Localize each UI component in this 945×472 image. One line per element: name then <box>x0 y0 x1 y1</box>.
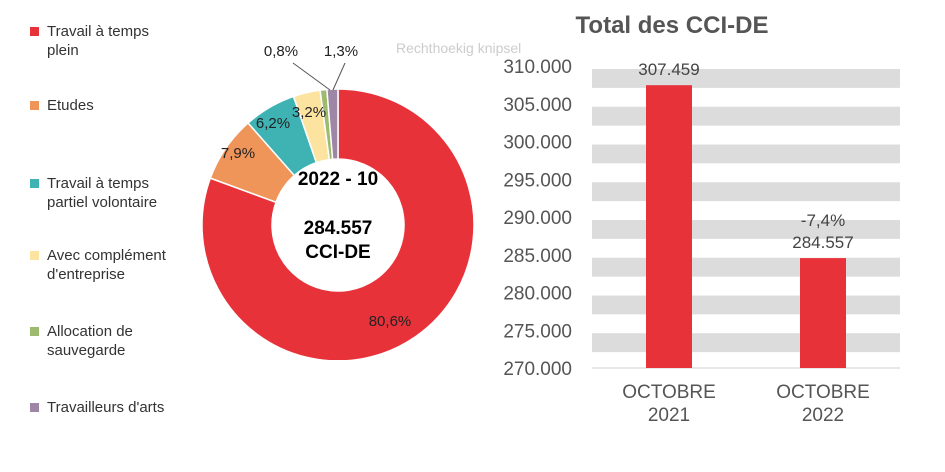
legend-label: Travailleurs d'arts <box>47 399 165 416</box>
grid-band <box>592 144 900 164</box>
donut-center-year: 2022 - 10 <box>298 169 378 190</box>
y-tick-label: 275.000 <box>503 321 572 342</box>
grid-band <box>592 257 900 277</box>
donut-center-total: 284.557 <box>304 218 373 239</box>
legend-swatch <box>30 101 39 110</box>
y-tick-label: 290.000 <box>503 208 572 229</box>
grid-band <box>592 220 900 239</box>
pie-slice <box>326 88 339 161</box>
bar-chart-title: Total des CCI-DE <box>576 12 769 39</box>
grid-band <box>592 106 900 126</box>
x-tick-label: 2022 <box>802 405 844 426</box>
x-tick-label: OCTOBRE <box>776 382 870 403</box>
pie-data-label: 7,9% <box>221 145 255 162</box>
bar-data-label: 307.459 <box>638 60 699 79</box>
legend-label: Avec complément d'entreprise <box>47 247 166 283</box>
bar-chart: Total des CCI-DE 270.000 275.000 280.000 28… <box>503 12 900 426</box>
x-tick-label: OCTOBRE <box>622 382 716 403</box>
bar-data-label: 284.557 <box>792 233 853 252</box>
legend-label: Etudes <box>47 97 94 114</box>
legend-swatch <box>30 179 39 188</box>
y-tick-label: 270.000 <box>503 359 572 380</box>
y-tick-label: 285.000 <box>503 246 572 267</box>
donut-center-unit: CCI-DE <box>305 242 370 263</box>
x-tick-label: 2021 <box>648 405 690 426</box>
legend-label: Travail à temps partiel volontaire <box>47 175 158 211</box>
bar-change-annotation: -7,4% <box>801 211 845 230</box>
legend-swatch <box>30 27 39 36</box>
pie-data-label: 1,3% <box>324 43 358 60</box>
legend-label: Travail à temps plein <box>47 23 149 59</box>
pie-leader-line <box>292 62 331 91</box>
bar <box>646 85 692 369</box>
pie-slice <box>201 88 475 360</box>
legend-swatch <box>30 251 39 260</box>
pie-leader-line <box>332 62 346 91</box>
y-tick-label: 300.000 <box>503 133 572 154</box>
grid-band <box>592 295 900 315</box>
grid-band <box>592 69 900 88</box>
grid-band <box>592 182 900 202</box>
donut-chart: 80,6% 7,9%6,2%3,2% 0,8% 1,3% 2022 - 10 284.… <box>201 43 475 360</box>
pie-data-label: 3,2% <box>292 104 326 121</box>
pie-data-label: 0,8% <box>264 43 298 60</box>
legend-label: Allocation de sauvegarde <box>47 323 133 359</box>
grid-band <box>592 333 900 353</box>
pie-data-label: 6,2% <box>256 115 290 132</box>
legend-swatch <box>30 327 39 336</box>
y-tick-label: 310.000 <box>503 57 572 78</box>
y-tick-label: 280.000 <box>503 284 572 305</box>
legend-swatch <box>30 403 39 412</box>
pie-data-label: 80,6% <box>369 313 412 330</box>
y-tick-label: 295.000 <box>503 170 572 191</box>
bar <box>800 258 846 368</box>
y-tick-label: 305.000 <box>503 95 572 116</box>
overlay-clip-label: Rechthoekig knipsel <box>396 40 522 56</box>
